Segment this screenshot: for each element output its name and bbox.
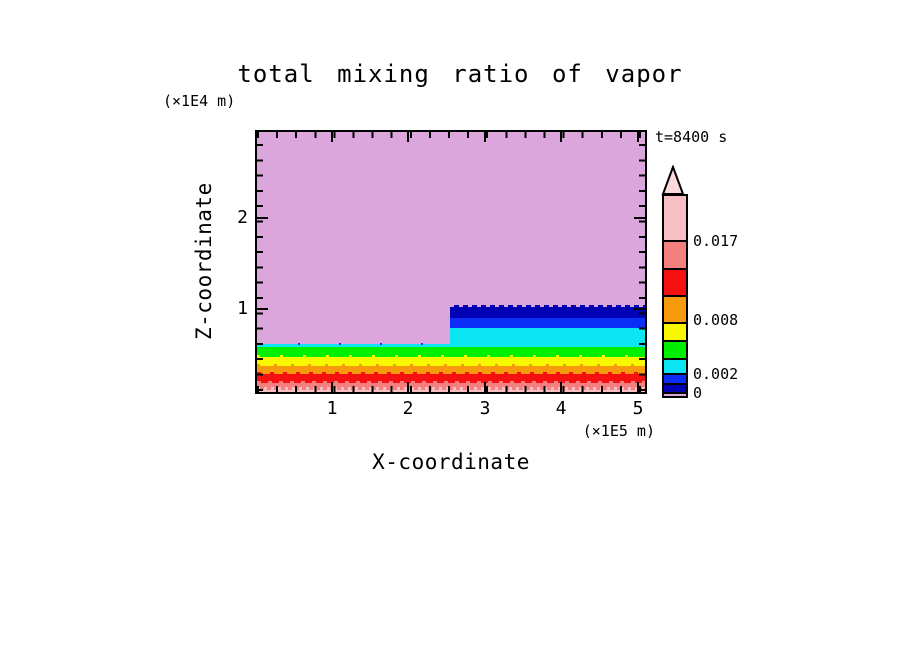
cloud-band-navy (450, 305, 645, 318)
colorbar-seg-green (664, 340, 686, 358)
colorbar-seg-palepink (664, 196, 686, 240)
time-annotation: t=8400 s (655, 128, 728, 146)
cloud-band-blue (450, 318, 645, 328)
x-tick-label-1: 1 (326, 398, 338, 419)
contour-band-yellow (257, 357, 645, 366)
bottom-major-tick-3 (484, 382, 486, 392)
x-tick-label-5: 5 (632, 398, 644, 419)
top-major-tick-2 (407, 132, 409, 142)
colorbar-label-0: 0 (693, 384, 703, 402)
bottom-major-tick-4 (560, 382, 562, 392)
colorbar-label-0002: 0.002 (693, 365, 739, 383)
colorbar-seg-navy (664, 383, 686, 392)
bottom-major-tick-2 (407, 382, 409, 392)
colorbar-seg-violet (664, 392, 686, 396)
right-axis-minor-ticks (639, 144, 645, 392)
colorbar-arrow-icon (661, 165, 685, 195)
speckle-red-orange (257, 372, 645, 375)
x-tick-label-3: 3 (479, 398, 491, 419)
contour-band-green (257, 347, 645, 357)
y-axis-units-label: (×1E4 m) (163, 92, 236, 110)
cloud-band-cyan (450, 328, 645, 347)
top-major-tick-1 (331, 132, 333, 142)
contour-band-orange (257, 366, 645, 374)
y-tick-label-1: 1 (237, 298, 248, 319)
y-axis-title: Z-coordinate (192, 182, 216, 340)
chart-title: total mixing ratio of vapor (237, 60, 683, 88)
contour-band-red (257, 374, 645, 383)
colorbar-seg-salmon (664, 240, 686, 268)
left-axis-minor-ticks (257, 144, 263, 392)
speckle-salmon-red (257, 381, 645, 384)
bottom-major-tick-5 (637, 382, 639, 392)
contour-specks-blue-left (257, 343, 450, 345)
top-major-tick-3 (484, 132, 486, 142)
colorbar-seg-blue (664, 373, 686, 383)
bottom-major-tick-1 (331, 382, 333, 392)
x-axis-units-label: (×1E5 m) (582, 422, 655, 440)
top-major-tick-5 (637, 132, 639, 142)
y-tick-label-2: 2 (237, 207, 248, 228)
right-major-tick-1 (634, 308, 645, 310)
colorbar-seg-orange (664, 295, 686, 322)
contour-sliver-cyan-left (257, 344, 450, 347)
speckle-yellow-green (257, 355, 645, 358)
colorbar-label-0017: 0.017 (693, 232, 739, 250)
colorbar-seg-cyan (664, 358, 686, 373)
right-major-tick-2 (634, 217, 645, 219)
top-axis-minor-ticks (257, 132, 645, 138)
x-tick-label-4: 4 (555, 398, 567, 419)
left-major-tick-1 (257, 308, 268, 310)
top-major-tick-4 (560, 132, 562, 142)
cloud-top-speckle (450, 304, 645, 307)
plot-area (255, 130, 647, 394)
x-axis-title: X-coordinate (372, 450, 530, 474)
bottom-axis-minor-ticks (257, 386, 645, 392)
left-major-tick-2 (257, 217, 268, 219)
colorbar (662, 194, 688, 398)
colorbar-seg-yellow (664, 322, 686, 340)
speckle-orange-yellow (257, 364, 645, 367)
x-tick-label-2: 2 (402, 398, 414, 419)
colorbar-label-0008: 0.008 (693, 311, 739, 329)
colorbar-seg-red (664, 268, 686, 295)
